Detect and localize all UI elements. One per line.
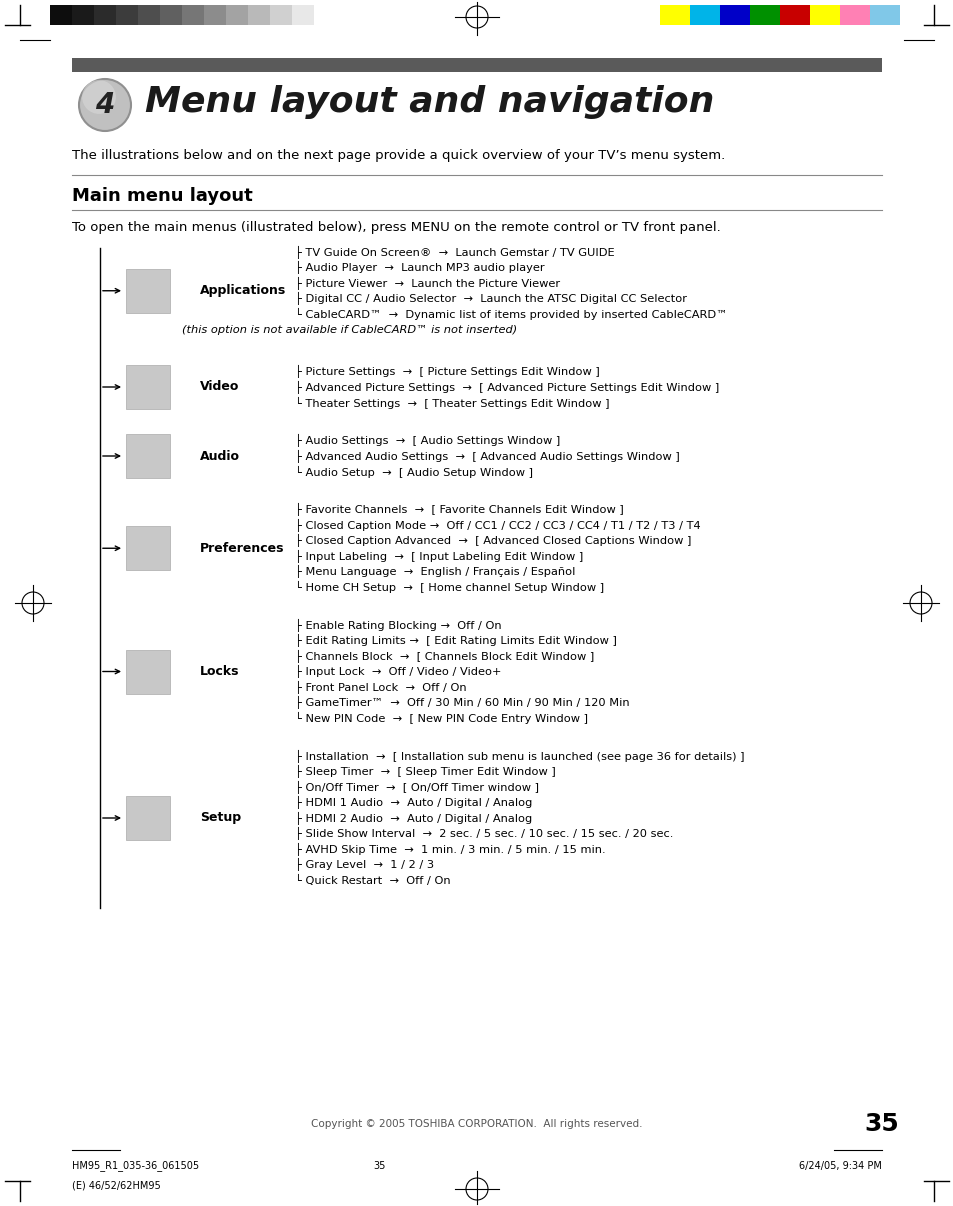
Text: ├ Advanced Picture Settings  →  [ Advanced Picture Settings Edit Window ]: ├ Advanced Picture Settings → [ Advanced… <box>294 380 719 393</box>
Bar <box>138 5 160 25</box>
Text: ├ Input Lock  →  Off / Video / Video+: ├ Input Lock → Off / Video / Video+ <box>294 665 501 678</box>
Text: (E) 46/52/62HM95: (E) 46/52/62HM95 <box>71 1181 161 1192</box>
Text: └ CableCARD™  →  Dynamic list of items provided by inserted CableCARD™: └ CableCARD™ → Dynamic list of items pro… <box>294 308 727 320</box>
Text: ├ AVHD Skip Time  →  1 min. / 3 min. / 5 min. / 15 min.: ├ AVHD Skip Time → 1 min. / 3 min. / 5 m… <box>294 843 605 855</box>
Text: ├ Favorite Channels  →  [ Favorite Channels Edit Window ]: ├ Favorite Channels → [ Favorite Channel… <box>294 503 623 516</box>
Text: └ Home CH Setup  →  [ Home channel Setup Window ]: └ Home CH Setup → [ Home channel Setup W… <box>294 581 603 593</box>
Bar <box>248 5 270 25</box>
Bar <box>126 434 170 478</box>
Text: (this option is not available if CableCARD™ is not inserted): (this option is not available if CableCA… <box>182 324 517 334</box>
Text: To open the main menus (illustrated below), press MENU on the remote control or : To open the main menus (illustrated belo… <box>71 222 720 234</box>
Text: ├ Edit Rating Limits →  [ Edit Rating Limits Edit Window ]: ├ Edit Rating Limits → [ Edit Rating Lim… <box>294 634 617 648</box>
Circle shape <box>79 80 131 131</box>
Text: ├ Closed Caption Advanced  →  [ Advanced Closed Captions Window ]: ├ Closed Caption Advanced → [ Advanced C… <box>294 534 691 548</box>
Text: Audio: Audio <box>200 450 240 462</box>
Bar <box>270 5 292 25</box>
Text: Menu layout and navigation: Menu layout and navigation <box>145 84 714 119</box>
Bar <box>182 5 204 25</box>
Bar <box>71 5 94 25</box>
Text: ├ Enable Rating Blocking →  Off / On: ├ Enable Rating Blocking → Off / On <box>294 619 501 632</box>
Text: 35: 35 <box>863 1112 899 1136</box>
Text: Applications: Applications <box>200 285 286 297</box>
Text: ├ Picture Settings  →  [ Picture Settings Edit Window ]: ├ Picture Settings → [ Picture Settings … <box>294 365 599 377</box>
Text: ├ Input Labeling  →  [ Input Labeling Edit Window ]: ├ Input Labeling → [ Input Labeling Edit… <box>294 550 582 562</box>
Text: Setup: Setup <box>200 812 241 825</box>
Text: ├ Channels Block  →  [ Channels Block Edit Window ]: ├ Channels Block → [ Channels Block Edit… <box>294 650 594 662</box>
Text: └ Quick Restart  →  Off / On: └ Quick Restart → Off / On <box>294 874 450 885</box>
Bar <box>840 5 869 25</box>
Bar <box>126 526 170 570</box>
Bar <box>126 796 170 841</box>
Bar <box>869 5 899 25</box>
Text: ├ HDMI 1 Audio  →  Auto / Digital / Analog: ├ HDMI 1 Audio → Auto / Digital / Analog <box>294 796 532 809</box>
Bar <box>292 5 314 25</box>
Text: ├ Installation  →  [ Installation sub menu is launched (see page 36 for details): ├ Installation → [ Installation sub menu… <box>294 749 743 762</box>
Text: 6/24/05, 9:34 PM: 6/24/05, 9:34 PM <box>799 1161 882 1171</box>
Bar <box>94 5 116 25</box>
Bar <box>780 5 809 25</box>
Bar <box>126 650 170 693</box>
Text: ├ Audio Settings  →  [ Audio Settings Window ]: ├ Audio Settings → [ Audio Settings Wind… <box>294 434 559 447</box>
Bar <box>689 5 720 25</box>
Bar <box>71 58 882 72</box>
Text: └ Theater Settings  →  [ Theater Settings Edit Window ]: └ Theater Settings → [ Theater Settings … <box>294 397 609 409</box>
Text: ├ Digital CC / Audio Selector  →  Launch the ATSC Digital CC Selector: ├ Digital CC / Audio Selector → Launch t… <box>294 292 686 305</box>
Text: Locks: Locks <box>200 665 239 678</box>
Text: ├ Slide Show Interval  →  2 sec. / 5 sec. / 10 sec. / 15 sec. / 20 sec.: ├ Slide Show Interval → 2 sec. / 5 sec. … <box>294 827 673 841</box>
Text: Copyright © 2005 TOSHIBA CORPORATION.  All rights reserved.: Copyright © 2005 TOSHIBA CORPORATION. Al… <box>311 1119 642 1129</box>
Bar <box>226 5 248 25</box>
Text: 4: 4 <box>95 90 114 119</box>
Text: ├ GameTimer™  →  Off / 30 Min / 60 Min / 90 Min / 120 Min: ├ GameTimer™ → Off / 30 Min / 60 Min / 9… <box>294 696 629 709</box>
Bar <box>50 5 71 25</box>
Text: ├ Front Panel Lock  →  Off / On: ├ Front Panel Lock → Off / On <box>294 680 466 693</box>
Text: ├ Advanced Audio Settings  →  [ Advanced Audio Settings Window ]: ├ Advanced Audio Settings → [ Advanced A… <box>294 450 679 463</box>
Text: Preferences: Preferences <box>200 541 284 555</box>
Bar <box>126 365 170 409</box>
Text: └ New PIN Code  →  [ New PIN Code Entry Window ]: └ New PIN Code → [ New PIN Code Entry Wi… <box>294 712 587 724</box>
Text: ├ TV Guide On Screen®  →  Launch Gemstar / TV GUIDE: ├ TV Guide On Screen® → Launch Gemstar /… <box>294 246 614 258</box>
Bar <box>116 5 138 25</box>
Text: ├ Gray Level  →  1 / 2 / 3: ├ Gray Level → 1 / 2 / 3 <box>294 857 434 871</box>
Bar <box>809 5 840 25</box>
Bar <box>126 269 170 312</box>
Text: ├ Picture Viewer  →  Launch the Picture Viewer: ├ Picture Viewer → Launch the Picture Vi… <box>294 276 559 289</box>
Text: ├ Sleep Timer  →  [ Sleep Timer Edit Window ]: ├ Sleep Timer → [ Sleep Timer Edit Windo… <box>294 765 556 778</box>
Text: ├ On/Off Timer  →  [ On/Off Timer window ]: ├ On/Off Timer → [ On/Off Timer window ] <box>294 780 538 794</box>
Circle shape <box>82 80 115 113</box>
Text: The illustrations below and on the next page provide a quick overview of your TV: The illustrations below and on the next … <box>71 148 724 162</box>
Bar <box>659 5 689 25</box>
Text: Main menu layout: Main menu layout <box>71 187 253 205</box>
Bar <box>204 5 226 25</box>
Text: ├ Menu Language  →  English / Français / Español: ├ Menu Language → English / Français / E… <box>294 564 575 578</box>
Text: Video: Video <box>200 381 239 393</box>
Text: └ Audio Setup  →  [ Audio Setup Window ]: └ Audio Setup → [ Audio Setup Window ] <box>294 466 533 478</box>
Bar <box>720 5 749 25</box>
Text: 35: 35 <box>374 1161 386 1171</box>
Bar <box>749 5 780 25</box>
Text: ├ HDMI 2 Audio  →  Auto / Digital / Analog: ├ HDMI 2 Audio → Auto / Digital / Analog <box>294 812 532 825</box>
Bar <box>160 5 182 25</box>
Text: ├ Closed Caption Mode →  Off / CC1 / CC2 / CC3 / CC4 / T1 / T2 / T3 / T4: ├ Closed Caption Mode → Off / CC1 / CC2 … <box>294 519 700 532</box>
Text: HM95_R1_035-36_061505: HM95_R1_035-36_061505 <box>71 1160 199 1171</box>
Text: ├ Audio Player  →  Launch MP3 audio player: ├ Audio Player → Launch MP3 audio player <box>294 260 544 274</box>
